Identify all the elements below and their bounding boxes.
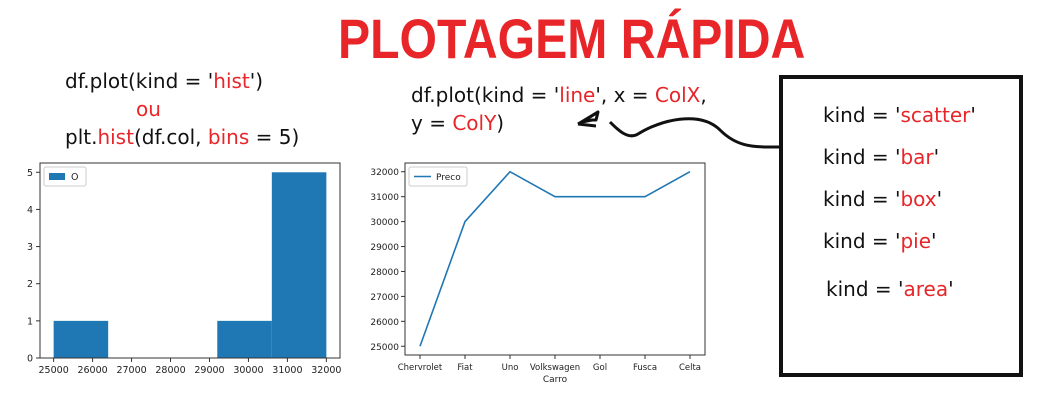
code-text: df.plot(kind = ' — [65, 69, 214, 93]
histogram-bar — [271, 172, 327, 358]
x-tick-label: Celta — [679, 363, 701, 373]
hist-code-line1: df.plot(kind = 'hist') — [65, 68, 263, 94]
y-tick-label: 28000 — [370, 268, 399, 278]
hist-code-line3: plt.hist(df.col, bins = 5) — [65, 124, 299, 150]
y-tick-label: 25000 — [370, 343, 399, 353]
y-tick-label: 30000 — [370, 218, 399, 228]
line-chart: 25000 26000 27000 28000 29000 30000 31000 32000… — [370, 162, 706, 385]
code-text: (df.col, — [133, 125, 208, 149]
histogram-bar — [217, 320, 272, 358]
y-tick-label: 29000 — [370, 243, 399, 253]
code-text: = 5) — [249, 125, 300, 149]
x-tick-label: 32000 — [311, 365, 341, 376]
kind-item: kind = 'box' — [823, 187, 942, 211]
kind-prefix: kind = ' — [823, 103, 901, 127]
legend-label: Preco — [436, 173, 461, 183]
y-tick-label: 27000 — [370, 293, 399, 303]
legend-box — [408, 166, 468, 187]
kind-suffix: ' — [936, 187, 943, 211]
kind-suffix: ' — [933, 145, 940, 169]
y-tick-label: 0 — [27, 354, 33, 365]
curved-arrow-icon — [577, 110, 781, 149]
x-tick-label: Fiat — [457, 363, 473, 373]
y-tick-label: 1 — [27, 316, 33, 327]
kinds-box: kind = 'scatter' kind = 'bar' kind = 'bo… — [779, 75, 1023, 377]
code-keyword: bins — [207, 125, 250, 149]
code-text: ', x = — [595, 83, 655, 107]
kind-item: kind = 'scatter' — [823, 103, 976, 127]
kind-suffix: ' — [931, 229, 937, 253]
code-text: ) — [496, 111, 505, 135]
x-tick-label: 30000 — [233, 365, 263, 376]
x-tick-label: Chervrolet — [398, 363, 443, 373]
kind-item: kind = 'bar' — [823, 145, 939, 169]
y-tick-label: 32000 — [370, 168, 399, 178]
y-tick-label: 26000 — [370, 318, 399, 328]
code-text: , — [700, 83, 707, 107]
histogram-chart: 0 1 2 3 4 5 25000 26000 27000 28000 29000 30000 3100… — [27, 162, 341, 376]
code-keyword: ColX — [654, 83, 701, 107]
kind-keyword: box — [900, 187, 937, 211]
code-text: df.plot(kind = ' — [411, 83, 560, 107]
x-tick-label: Fusca — [633, 363, 657, 373]
code-keyword: hist — [97, 125, 134, 149]
x-tick-label: Uno — [502, 363, 519, 373]
x-tick-label: 28000 — [155, 365, 185, 376]
line-code-line1: df.plot(kind = 'line', x = ColX, — [411, 82, 707, 108]
kind-suffix: ' — [970, 103, 976, 127]
code-text: plt. — [65, 125, 98, 149]
series-line — [419, 170, 691, 347]
kind-keyword: pie — [900, 229, 932, 253]
code-keyword: ColY — [452, 111, 497, 135]
page-title: PLOTAGEM RÁPIDA — [338, 7, 806, 70]
plot-frame — [404, 162, 706, 356]
kind-prefix: kind = ' — [826, 277, 904, 301]
x-tick-label: 31000 — [272, 365, 302, 376]
x-tick-label: Gol — [593, 363, 607, 373]
kind-prefix: kind = ' — [823, 229, 901, 253]
kind-keyword: bar — [900, 145, 934, 169]
code-text: y = — [411, 111, 453, 135]
histogram-bar — [53, 320, 109, 358]
code-keyword: line — [559, 83, 596, 107]
y-tick-label: 4 — [27, 205, 33, 216]
legend-label: O — [71, 172, 78, 183]
x-tick-label: 26000 — [77, 365, 107, 376]
x-tick-label: Volkswagen — [530, 363, 580, 373]
x-axis-label: Carro — [543, 375, 568, 385]
kind-keyword: area — [903, 277, 949, 301]
kind-suffix: ' — [948, 277, 954, 301]
x-tick-label: 29000 — [194, 365, 224, 376]
y-tick-label: 5 — [27, 168, 33, 179]
kind-prefix: kind = ' — [823, 187, 901, 211]
kind-keyword: scatter — [900, 103, 971, 127]
legend-swatch — [49, 173, 65, 180]
y-tick-label: 2 — [27, 279, 33, 290]
code-text: ') — [249, 69, 264, 93]
y-tick-label: 31000 — [370, 193, 399, 203]
plot-frame — [39, 162, 341, 359]
kind-item: kind = 'area' — [826, 277, 954, 301]
kind-item: kind = 'pie' — [823, 229, 937, 253]
code-keyword: hist — [213, 69, 250, 93]
hist-code-or: ou — [136, 97, 161, 121]
line-code-line2: y = ColY) — [411, 110, 504, 136]
kind-prefix: kind = ' — [823, 145, 901, 169]
x-tick-label: 25000 — [39, 365, 69, 376]
x-tick-label: 27000 — [116, 365, 146, 376]
y-tick-label: 3 — [27, 242, 33, 253]
